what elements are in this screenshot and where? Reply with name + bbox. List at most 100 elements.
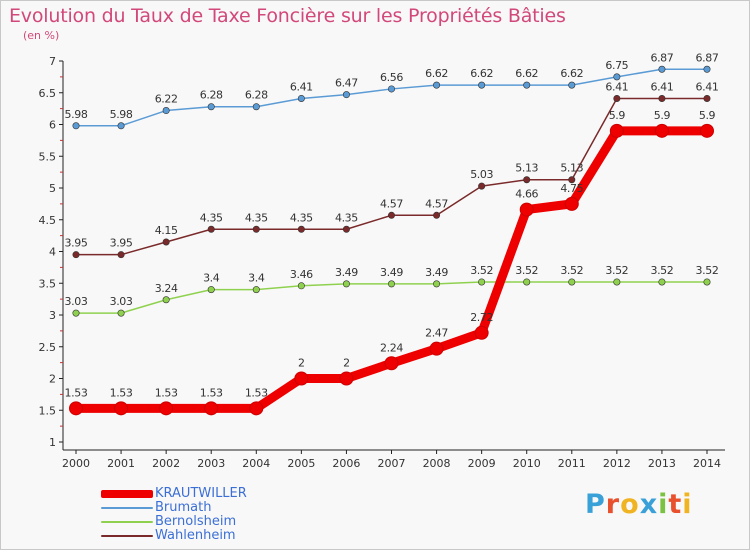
data-label-brumath: 5.98 xyxy=(110,108,133,121)
data-point-wahlenheim xyxy=(658,94,666,102)
data-label-wahlenheim: 4.15 xyxy=(155,224,178,237)
data-label-wahlenheim: 5.03 xyxy=(470,168,493,181)
data-label-bernolsheim: 3.52 xyxy=(560,264,583,277)
data-label-krautwiller: 1.53 xyxy=(245,386,268,399)
x-tick-label: 2011 xyxy=(558,457,586,470)
data-point-krautwiller xyxy=(474,325,489,340)
logo-letter: P xyxy=(585,489,606,520)
data-label-brumath: 6.28 xyxy=(200,89,223,102)
data-point-bernolsheim xyxy=(433,280,441,288)
data-label-krautwiller: 2 xyxy=(298,357,305,370)
data-label-brumath: 6.87 xyxy=(696,51,719,64)
data-label-wahlenheim: 4.35 xyxy=(200,211,223,224)
y-tick-label: 3.5 xyxy=(39,277,57,290)
data-point-krautwiller xyxy=(159,401,174,416)
legend-label: Bernolsheim xyxy=(155,514,237,529)
data-point-bernolsheim xyxy=(613,278,621,286)
x-tick-label: 2012 xyxy=(603,457,631,470)
logo-letter: i xyxy=(658,489,669,520)
data-label-wahlenheim: 6.41 xyxy=(696,80,719,93)
data-label-bernolsheim: 3.46 xyxy=(290,268,313,281)
data-label-bernolsheim: 3.24 xyxy=(155,282,178,295)
data-label-krautwiller: 5.9 xyxy=(609,109,626,122)
legend-swatch xyxy=(101,521,153,523)
data-point-krautwiller xyxy=(700,123,714,138)
data-label-brumath: 6.56 xyxy=(380,71,403,84)
data-point-krautwiller xyxy=(384,356,399,371)
y-tick-label: 1 xyxy=(49,436,56,449)
data-point-bernolsheim xyxy=(703,278,711,286)
data-point-krautwiller xyxy=(204,401,219,416)
logo-letter: x xyxy=(639,489,659,520)
data-label-brumath: 6.75 xyxy=(605,59,628,72)
data-label-wahlenheim: 5.13 xyxy=(515,162,538,175)
y-tick-label: 7 xyxy=(49,55,56,68)
data-point-krautwiller xyxy=(564,196,579,211)
data-label-brumath: 6.62 xyxy=(470,67,493,80)
data-label-bernolsheim: 3.52 xyxy=(515,264,538,277)
data-point-wahlenheim xyxy=(297,225,305,233)
data-point-bernolsheim xyxy=(297,282,305,290)
data-point-krautwiller xyxy=(249,401,264,416)
x-tick-label: 2007 xyxy=(378,457,406,470)
data-label-bernolsheim: 3.52 xyxy=(605,264,628,277)
data-point-brumath xyxy=(613,73,621,81)
x-tick-label: 2010 xyxy=(513,457,541,470)
data-label-wahlenheim: 4.57 xyxy=(425,197,448,210)
legend-swatch xyxy=(101,535,153,537)
x-tick-label: 2002 xyxy=(152,457,180,470)
y-tick-label: 4.5 xyxy=(39,214,57,227)
legend-label: Brumath xyxy=(155,500,212,515)
data-point-krautwiller xyxy=(339,371,354,386)
data-point-bernolsheim xyxy=(387,280,395,288)
x-tick-label: 2005 xyxy=(287,457,315,470)
data-point-brumath xyxy=(703,65,711,73)
x-tick-label: 2004 xyxy=(242,457,270,470)
data-point-bernolsheim xyxy=(72,309,80,317)
data-point-wahlenheim xyxy=(342,225,350,233)
data-point-wahlenheim xyxy=(252,225,260,233)
data-label-brumath: 6.62 xyxy=(560,67,583,80)
data-point-bernolsheim xyxy=(478,278,486,286)
data-label-bernolsheim: 3.4 xyxy=(248,272,265,285)
y-tick-label: 3 xyxy=(49,309,56,322)
y-tick-label: 6 xyxy=(49,119,56,132)
x-tick-label: 2013 xyxy=(648,457,676,470)
data-point-brumath xyxy=(72,122,80,130)
data-label-krautwiller: 5.9 xyxy=(654,109,671,122)
data-point-bernolsheim xyxy=(523,278,531,286)
data-label-bernolsheim: 3.49 xyxy=(335,266,358,279)
data-label-krautwiller: 2.24 xyxy=(380,341,403,354)
data-point-bernolsheim xyxy=(658,278,666,286)
legend-label: Wahlenheim xyxy=(155,528,236,543)
x-tick-label: 2008 xyxy=(423,457,451,470)
x-tick-label: 2000 xyxy=(62,457,90,470)
y-tick-label: 5.5 xyxy=(39,150,57,163)
data-label-krautwiller: 2 xyxy=(343,357,350,370)
y-tick-label: 6.5 xyxy=(39,87,57,100)
data-point-wahlenheim xyxy=(72,251,80,259)
data-label-wahlenheim: 3.95 xyxy=(110,237,133,250)
data-label-bernolsheim: 3.03 xyxy=(110,295,133,308)
legend-label: KRAUTWILLER xyxy=(155,486,247,501)
data-point-bernolsheim xyxy=(568,278,576,286)
legend-swatch xyxy=(101,490,153,498)
logo-letter: r xyxy=(605,489,621,520)
data-label-bernolsheim: 3.52 xyxy=(650,264,673,277)
data-point-wahlenheim xyxy=(703,94,711,102)
data-point-krautwiller xyxy=(609,123,624,138)
data-label-wahlenheim: 6.41 xyxy=(650,80,673,93)
data-label-brumath: 5.98 xyxy=(65,108,88,121)
x-tick-label: 2003 xyxy=(197,457,225,470)
data-label-bernolsheim: 3.49 xyxy=(380,266,403,279)
y-tick-label: 5 xyxy=(49,182,56,195)
data-label-krautwiller: 1.53 xyxy=(155,386,178,399)
data-point-bernolsheim xyxy=(117,309,125,317)
data-point-brumath xyxy=(117,122,125,130)
data-point-krautwiller xyxy=(429,341,444,356)
data-point-brumath xyxy=(568,81,576,89)
data-label-brumath: 6.28 xyxy=(245,89,268,102)
data-label-krautwiller: 2.47 xyxy=(425,327,448,340)
data-point-brumath xyxy=(207,103,215,111)
logo-letter: i xyxy=(682,489,693,520)
